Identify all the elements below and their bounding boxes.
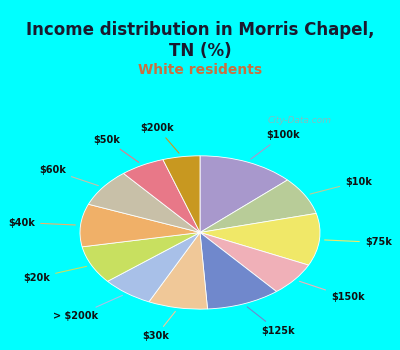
Text: $75k: $75k (325, 237, 392, 247)
Text: $20k: $20k (23, 266, 86, 282)
Wedge shape (200, 180, 316, 232)
Wedge shape (200, 232, 276, 309)
Wedge shape (163, 156, 200, 232)
Text: $100k: $100k (251, 131, 299, 159)
Text: White residents: White residents (138, 63, 262, 77)
Wedge shape (124, 160, 200, 232)
Text: > $200k: > $200k (53, 295, 122, 321)
Text: $150k: $150k (299, 281, 364, 302)
Wedge shape (200, 156, 288, 232)
Text: $10k: $10k (310, 176, 372, 194)
Wedge shape (108, 232, 200, 302)
Text: $30k: $30k (142, 312, 175, 341)
Text: $50k: $50k (93, 135, 139, 162)
Wedge shape (200, 214, 320, 265)
Text: $200k: $200k (140, 123, 179, 153)
Text: $60k: $60k (39, 165, 98, 186)
Wedge shape (80, 204, 200, 247)
Text: City-Data.com: City-Data.com (268, 116, 332, 125)
Wedge shape (88, 173, 200, 232)
Text: $125k: $125k (247, 307, 294, 336)
Wedge shape (200, 232, 308, 292)
Text: Income distribution in Morris Chapel,
TN (%): Income distribution in Morris Chapel, TN… (26, 21, 374, 60)
Wedge shape (149, 232, 208, 309)
Wedge shape (82, 232, 200, 281)
Text: $40k: $40k (8, 217, 75, 228)
